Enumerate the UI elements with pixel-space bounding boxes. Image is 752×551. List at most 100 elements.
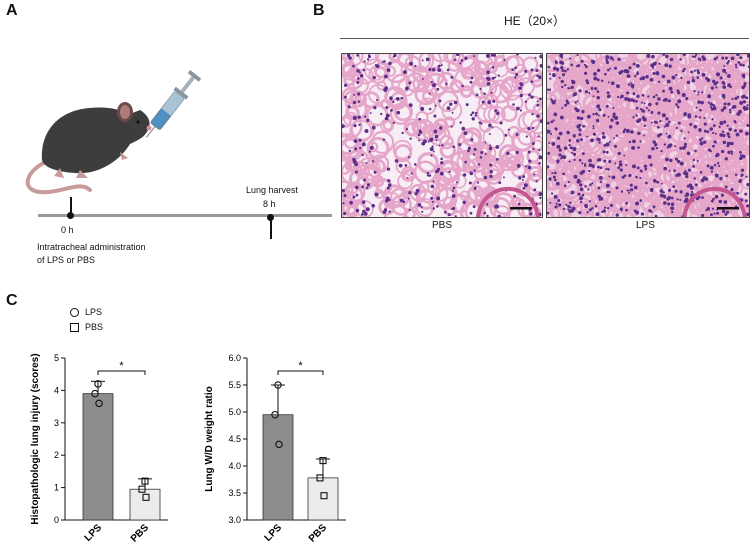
harvest-label: Lung harvest: [246, 185, 299, 195]
scale-bar: [717, 207, 739, 210]
nucleus-dot: [530, 95, 534, 99]
tissue-wall: [564, 66, 577, 79]
nucleus-dot: [436, 205, 439, 208]
nucleus-dot: [653, 120, 657, 124]
nucleus-dot: [709, 165, 714, 170]
nucleus-dot: [401, 131, 404, 135]
nucleus-dot: [415, 188, 420, 193]
nucleus-dot: [632, 116, 635, 119]
nucleus-dot: [373, 106, 377, 110]
nucleus-dot: [641, 116, 646, 120]
nucleus-dot: [685, 97, 689, 101]
nucleus-dot: [612, 106, 615, 110]
nucleus-dot: [693, 55, 697, 58]
legend-square-marker: [70, 323, 79, 332]
nucleus-dot: [553, 171, 557, 175]
nucleus-dot: [407, 197, 410, 200]
tissue-wall: [343, 69, 365, 90]
nucleus-dot: [668, 188, 672, 192]
nucleus-dot: [382, 138, 386, 141]
nucleus-dot: [715, 81, 719, 84]
nucleus-dot: [721, 56, 725, 60]
nucleus-dot: [687, 114, 692, 119]
nucleus-dot: [632, 139, 636, 144]
nucleus-dot: [608, 168, 610, 171]
tissue-wall: [517, 110, 541, 134]
nucleus-dot: [451, 194, 456, 198]
nucleus-dot: [421, 59, 424, 62]
nucleus-dot: [617, 166, 621, 170]
nucleus-dot: [680, 129, 683, 133]
nucleus-dot: [436, 87, 440, 91]
nucleus-dot: [578, 158, 582, 162]
nucleus-dot: [596, 104, 601, 109]
nucleus-dot: [551, 142, 556, 146]
nucleus-dot: [452, 186, 456, 190]
nucleus-dot: [409, 61, 414, 66]
nucleus-dot: [727, 102, 731, 106]
nucleus-dot: [741, 85, 745, 90]
nucleus-dot: [718, 199, 723, 204]
nucleus-dot: [608, 159, 612, 164]
nucleus-dot: [527, 126, 531, 131]
nucleus-dot: [467, 146, 471, 150]
nucleus-dot: [386, 167, 391, 171]
nucleus-dot: [566, 68, 570, 71]
nucleus-dot: [652, 140, 656, 144]
nucleus-dot: [432, 180, 435, 183]
nucleus-dot: [348, 149, 352, 153]
nucleus-dot: [669, 57, 674, 62]
nucleus-dot: [479, 87, 482, 90]
nucleus-dot: [715, 194, 719, 199]
nucleus-dot: [418, 139, 421, 142]
nucleus-dot: [417, 203, 422, 207]
nucleus-dot: [655, 94, 658, 97]
tissue-wall: [382, 120, 394, 131]
nucleus-dot: [739, 56, 743, 60]
nucleus-dot: [594, 204, 598, 208]
nucleus-dot: [681, 93, 686, 97]
nucleus-dot: [719, 176, 723, 181]
nucleus-dot: [538, 155, 542, 160]
tissue-wall: [737, 82, 749, 104]
nucleus-dot: [352, 64, 355, 68]
nucleus-dot: [454, 215, 457, 217]
nucleus-dot: [635, 100, 638, 103]
nucleus-dot: [592, 127, 595, 130]
nucleus-dot: [715, 56, 719, 59]
nucleus-dot: [366, 183, 371, 187]
tissue-wall: [531, 139, 542, 151]
y-axis-label: Histopathologic lung injury (scores): [30, 353, 41, 524]
nucleus-dot: [564, 103, 567, 107]
nucleus-dot: [548, 142, 551, 144]
nucleus-dot: [597, 186, 601, 190]
nucleus-dot: [670, 90, 674, 94]
nucleus-dot: [697, 93, 700, 96]
nucleus-dot: [399, 198, 404, 203]
nucleus-dot: [608, 190, 611, 194]
mouse-paw: [120, 152, 128, 160]
nucleus-dot: [636, 72, 639, 76]
nucleus-dot: [641, 76, 646, 80]
nucleus-dot: [715, 86, 718, 89]
nucleus-dot: [552, 119, 555, 122]
nucleus-dot: [713, 212, 716, 215]
nucleus-dot: [655, 146, 659, 150]
tissue-wall: [631, 54, 651, 68]
nucleus-dot: [630, 130, 634, 134]
nucleus-dot: [710, 199, 714, 203]
nucleus-dot: [426, 171, 430, 175]
nucleus-dot: [561, 69, 565, 72]
tissue-wall: [475, 151, 491, 167]
nucleus-dot: [734, 63, 738, 67]
bronchiole-wall: [682, 186, 747, 217]
nucleus-dot: [356, 81, 360, 85]
nucleus-dot: [584, 203, 588, 208]
nucleus-dot: [590, 86, 594, 90]
nucleus-dot: [625, 201, 628, 205]
nucleus-dot: [579, 187, 584, 192]
nucleus-dot: [745, 96, 749, 100]
nucleus-dot: [675, 126, 678, 130]
nucleus-dot: [648, 102, 652, 107]
nucleus-dot: [550, 98, 553, 101]
